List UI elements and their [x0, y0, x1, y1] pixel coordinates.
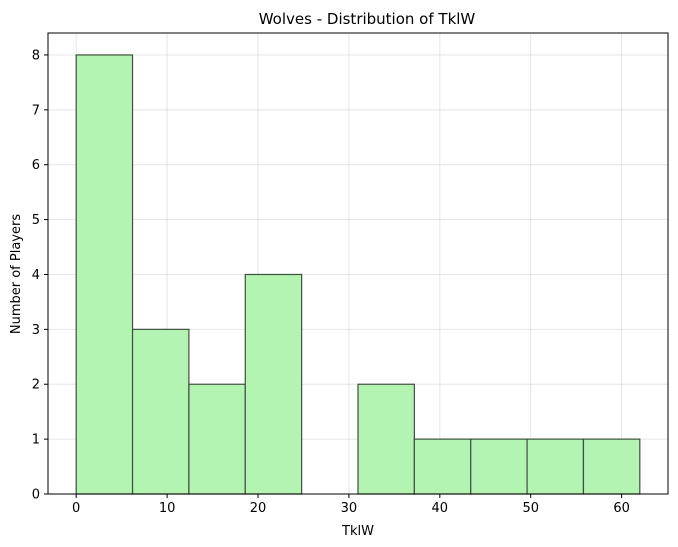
bar-2: [188, 383, 246, 495]
x-tick-label-0: 0: [72, 501, 80, 516]
y-tick-label-4: 4: [32, 268, 40, 283]
x-tick-label-5: 50: [522, 501, 539, 516]
y-tick-label-6: 6: [32, 158, 40, 173]
bar-7: [470, 438, 528, 495]
bar-0: [75, 54, 134, 495]
y-tick-label-3: 3: [32, 323, 40, 338]
bars: [75, 54, 641, 495]
x-tick-label-2: 20: [250, 501, 267, 516]
y-tick-label-7: 7: [32, 103, 40, 118]
x-tick-label-1: 10: [159, 501, 176, 516]
chart-title: Wolves - Distribution of TklW: [259, 10, 476, 28]
bar-5: [357, 383, 415, 495]
bar-6: [413, 438, 472, 495]
y-tick-label-0: 0: [32, 488, 40, 503]
y-axis-label: Number of Players: [9, 214, 24, 334]
x-tick-label-3: 30: [341, 501, 358, 516]
x-axis-label: TklW: [341, 524, 374, 539]
x-tick-label-4: 40: [432, 501, 449, 516]
bar-9: [582, 438, 641, 495]
y-tick-label-8: 8: [32, 48, 40, 63]
y-tick-label-1: 1: [32, 433, 40, 448]
bar-8: [526, 438, 585, 495]
y-tick-label-2: 2: [32, 378, 40, 393]
x-tick-label-6: 60: [613, 501, 630, 516]
bar-3: [244, 273, 303, 495]
y-tick-label-5: 5: [32, 213, 40, 228]
y-axis-ticks: 0 1 2 3 4 5 6 7 8: [32, 48, 48, 503]
x-axis-ticks: 0 10 20 30 40 50 60: [72, 494, 630, 516]
plot-frame: [47, 32, 669, 495]
bar-1: [131, 328, 190, 495]
